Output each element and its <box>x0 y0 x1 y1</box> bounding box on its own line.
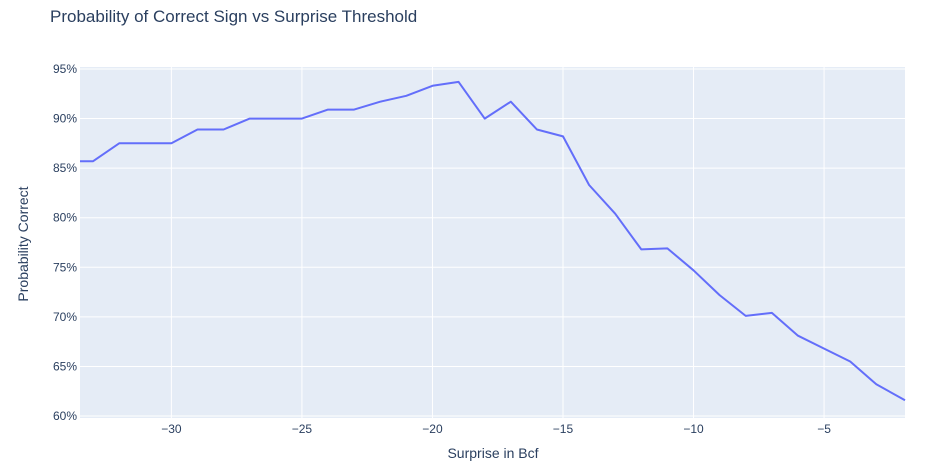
series-line <box>80 80 906 402</box>
plot-area <box>80 67 905 418</box>
chart-title: Probability of Correct Sign vs Surprise … <box>50 7 417 26</box>
series-layer <box>80 80 906 402</box>
x-tick-label: −10 <box>683 422 704 436</box>
y-tick-label: 60% <box>53 409 77 423</box>
x-tick-label: −30 <box>161 422 182 436</box>
y-tick-label: 70% <box>53 310 77 324</box>
y-tick-label: 90% <box>53 112 77 126</box>
x-axis-title: Surprise in Bcf <box>447 445 538 461</box>
y-axis-ticks: 60% 65% 70% 75% 80% 85% 90% 95% <box>53 62 77 423</box>
x-tick-label: −20 <box>422 422 443 436</box>
y-tick-label: 85% <box>53 161 77 175</box>
y-tick-label: 75% <box>53 260 77 274</box>
x-tick-label: −25 <box>292 422 313 436</box>
x-tick-label: −5 <box>817 422 831 436</box>
y-tick-label: 65% <box>53 359 77 373</box>
x-axis-ticks: −30 −25 −20 −15 −10 −5 <box>161 422 831 436</box>
y-axis-title: Probability Correct <box>15 186 31 301</box>
grid <box>80 67 905 418</box>
y-tick-label: 80% <box>53 211 77 225</box>
x-tick-label: −15 <box>553 422 574 436</box>
y-tick-label: 95% <box>53 62 77 76</box>
